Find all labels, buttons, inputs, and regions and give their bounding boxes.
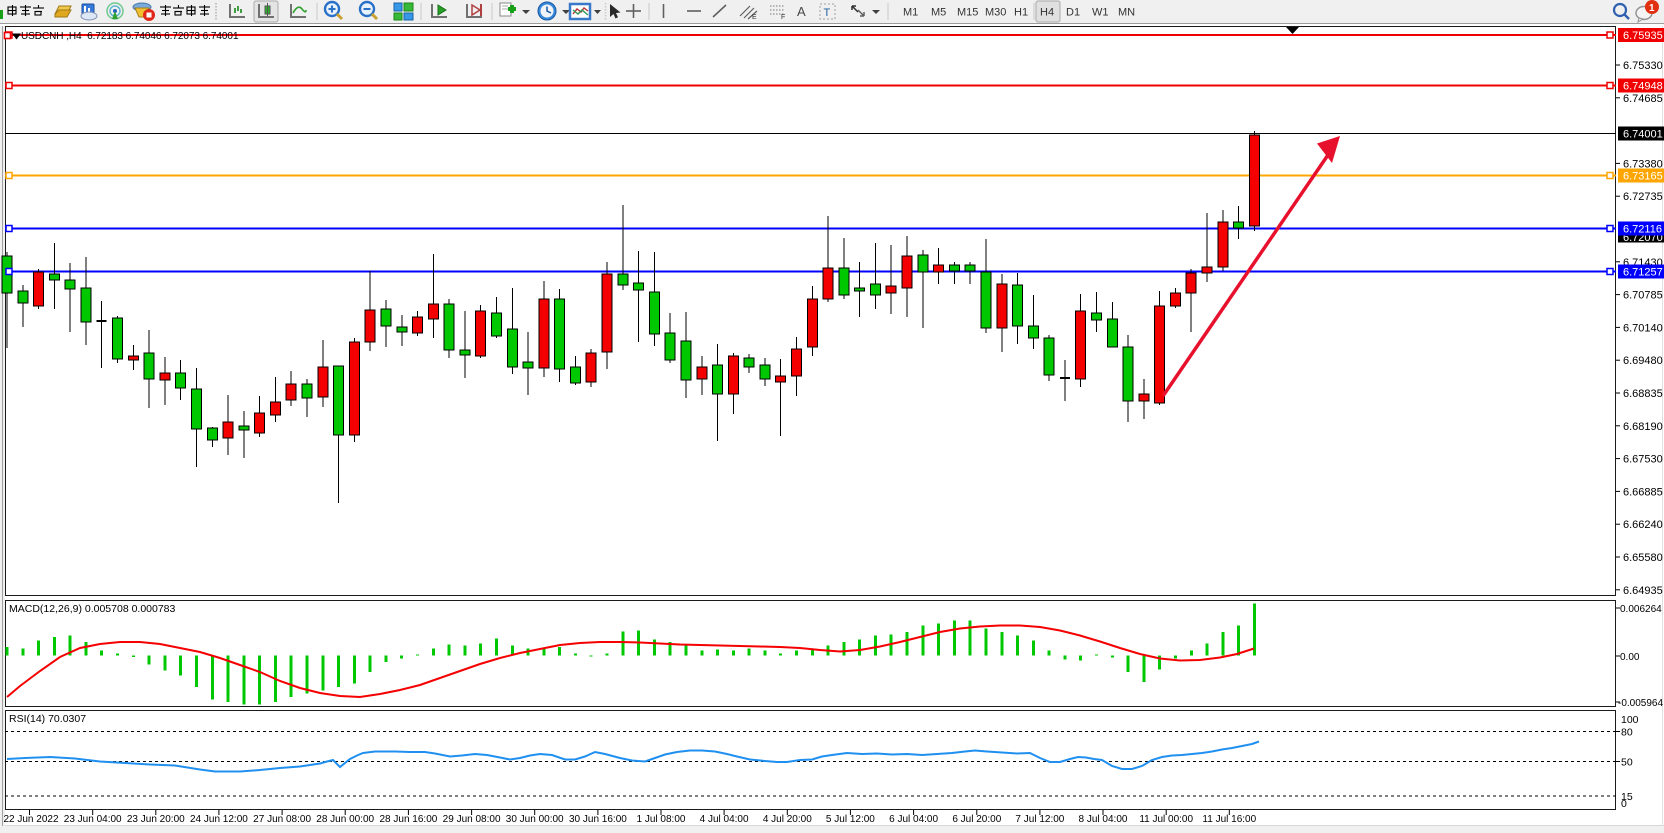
svg-text:6.68835: 6.68835: [1623, 388, 1663, 400]
svg-text:0: 0: [1621, 798, 1627, 810]
svg-text:30 Jun 00:00: 30 Jun 00:00: [506, 814, 564, 825]
svg-text:7 Jul 12:00: 7 Jul 12:00: [1015, 814, 1064, 825]
svg-text:M1: M1: [903, 7, 918, 19]
svg-text:11 Jul 00:00: 11 Jul 00:00: [1139, 814, 1193, 825]
svg-text:M5: M5: [931, 7, 946, 19]
svg-text:6.66240: 6.66240: [1623, 519, 1663, 531]
svg-text:6 Jul 20:00: 6 Jul 20:00: [952, 814, 1001, 825]
svg-text:27 Jun 08:00: 27 Jun 08:00: [253, 814, 311, 825]
svg-text:RSI(14) 70.0307: RSI(14) 70.0307: [9, 713, 86, 725]
svg-text:29 Jun 08:00: 29 Jun 08:00: [443, 814, 501, 825]
svg-text:H4: H4: [1040, 7, 1054, 19]
svg-text:6.74948: 6.74948: [1623, 81, 1663, 93]
svg-text:6.72735: 6.72735: [1623, 191, 1663, 203]
svg-text:MACD(12,26,9) 0.005708 0.00078: MACD(12,26,9) 0.005708 0.000783: [9, 603, 176, 615]
svg-text:0.006264: 0.006264: [1620, 604, 1662, 615]
svg-text:80: 80: [1621, 727, 1633, 739]
svg-text:6.66885: 6.66885: [1623, 486, 1663, 498]
svg-text:23 Jun 20:00: 23 Jun 20:00: [127, 814, 185, 825]
svg-text:6.68190: 6.68190: [1623, 421, 1663, 433]
svg-text:MN: MN: [1118, 7, 1135, 19]
svg-text:11 Jul 16:00: 11 Jul 16:00: [1202, 814, 1256, 825]
svg-text:H1: H1: [1014, 7, 1028, 19]
svg-text:6.74001: 6.74001: [1623, 129, 1663, 141]
svg-text:15: 15: [1621, 791, 1633, 803]
svg-text:1 Jul 08:00: 1 Jul 08:00: [637, 814, 686, 825]
svg-text:T: T: [824, 7, 831, 19]
svg-text:4 Jul 04:00: 4 Jul 04:00: [700, 814, 749, 825]
svg-text:6.71257: 6.71257: [1623, 267, 1663, 279]
svg-text:6.72070: 6.72070: [1623, 232, 1663, 244]
svg-text:6 Jul 04:00: 6 Jul 04:00: [889, 814, 938, 825]
svg-text:6.73165: 6.73165: [1623, 171, 1663, 183]
svg-text:50: 50: [1621, 757, 1633, 769]
svg-text:6.70785: 6.70785: [1623, 290, 1663, 302]
svg-text:6.73380: 6.73380: [1623, 158, 1663, 170]
svg-text:8 Jul 04:00: 8 Jul 04:00: [1079, 814, 1128, 825]
svg-text:F: F: [781, 14, 785, 21]
svg-text:30 Jun 16:00: 30 Jun 16:00: [569, 814, 627, 825]
svg-text:0.00: 0.00: [1620, 652, 1640, 663]
svg-text:W1: W1: [1092, 7, 1109, 19]
svg-text:E: E: [752, 14, 757, 21]
svg-text:M30: M30: [985, 7, 1006, 19]
svg-text:6.67530: 6.67530: [1623, 454, 1663, 466]
svg-text:28 Jun 00:00: 28 Jun 00:00: [316, 814, 374, 825]
svg-text:M15: M15: [957, 7, 978, 19]
svg-text:22 Jun 2022: 22 Jun 2022: [3, 814, 58, 825]
svg-text:6.65580: 6.65580: [1623, 552, 1663, 564]
svg-text:6.64935: 6.64935: [1623, 585, 1663, 597]
svg-text:D1: D1: [1066, 7, 1080, 19]
svg-text:4 Jul 20:00: 4 Jul 20:00: [763, 814, 812, 825]
svg-text:5 Jul 12:00: 5 Jul 12:00: [826, 814, 875, 825]
svg-text:100: 100: [1621, 714, 1639, 726]
svg-text:USDCNH ,H4 6.72183 6.74046 6.: USDCNH ,H4 6.72183 6.74046 6.72073 6.740…: [21, 31, 239, 42]
svg-text:6.75330: 6.75330: [1623, 60, 1663, 72]
svg-text:A: A: [797, 4, 806, 19]
svg-text:6.70140: 6.70140: [1623, 322, 1663, 334]
svg-text:28 Jun 16:00: 28 Jun 16:00: [379, 814, 437, 825]
svg-text:6.72116: 6.72116: [1623, 224, 1662, 236]
svg-text:24 Jun 12:00: 24 Jun 12:00: [190, 814, 248, 825]
svg-text:1: 1: [1649, 3, 1655, 14]
svg-text:23 Jun 04:00: 23 Jun 04:00: [64, 814, 122, 825]
svg-text:6.69480: 6.69480: [1623, 355, 1663, 367]
svg-text:6.75935: 6.75935: [1623, 30, 1663, 42]
svg-text:-0.005964: -0.005964: [1618, 698, 1663, 709]
svg-text:6.74685: 6.74685: [1623, 93, 1663, 105]
